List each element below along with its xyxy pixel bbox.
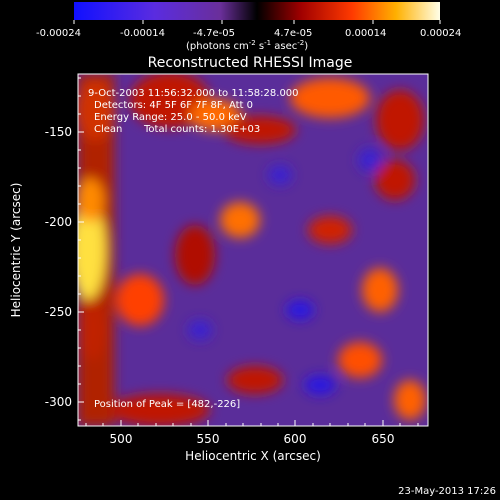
x-axis-label: Heliocentric X (arcsec) — [185, 449, 321, 463]
colorbar-tick-label: 0.00024 — [420, 28, 461, 39]
y-tick-label: -200 — [45, 215, 72, 229]
y-tick-label: -150 — [45, 125, 72, 139]
y-axis-ticks — [78, 77, 84, 421]
peak-annotation: Position of Peak = [482,-226] — [94, 399, 240, 410]
colorbar-tick-label: -0.00014 — [120, 28, 165, 39]
detectors-annotation: Detectors: 4F 5F 6F 7F 8F, Att 0 — [94, 100, 253, 111]
plot-title: Reconstructed RHESSI Image — [148, 55, 353, 71]
y-tick-label: -300 — [45, 395, 72, 409]
colorbar — [74, 2, 440, 20]
x-tick-label: 650 — [372, 432, 395, 446]
y-tick-label: -250 — [45, 305, 72, 319]
colorbar-tick-label: -0.00024 — [36, 28, 81, 39]
colorbar-tick-label: 0.00014 — [345, 28, 386, 39]
clean-annotation: Clean — [94, 124, 122, 135]
total-counts-annotation: Total counts: 1.30E+03 — [143, 124, 260, 135]
x-tick-label: 500 — [110, 432, 133, 446]
time-range-annotation: 9-Oct-2003 11:56:32.000 to 11:58:28.000 — [88, 88, 299, 99]
energy-annotation: Energy Range: 25.0 - 50.0 keV — [94, 112, 247, 123]
colorbar-tick-label: -4.7e-05 — [193, 28, 235, 39]
x-tick-label: 550 — [197, 432, 220, 446]
colorbar-tick-label: 4.7e-05 — [274, 28, 312, 39]
footer-timestamp: 23-May-2013 17:26 — [398, 486, 496, 497]
colorbar-unit-label: (photons cm-2 s-1 asec-2) — [186, 39, 308, 52]
plot-frame — [77, 73, 429, 427]
x-axis-ticks — [85, 420, 419, 426]
colorbar-ticks — [73, 20, 441, 24]
y-axis-label: Heliocentric Y (arcsec) — [9, 183, 23, 318]
rhessi-image — [78, 74, 428, 426]
x-tick-label: 600 — [284, 432, 307, 446]
